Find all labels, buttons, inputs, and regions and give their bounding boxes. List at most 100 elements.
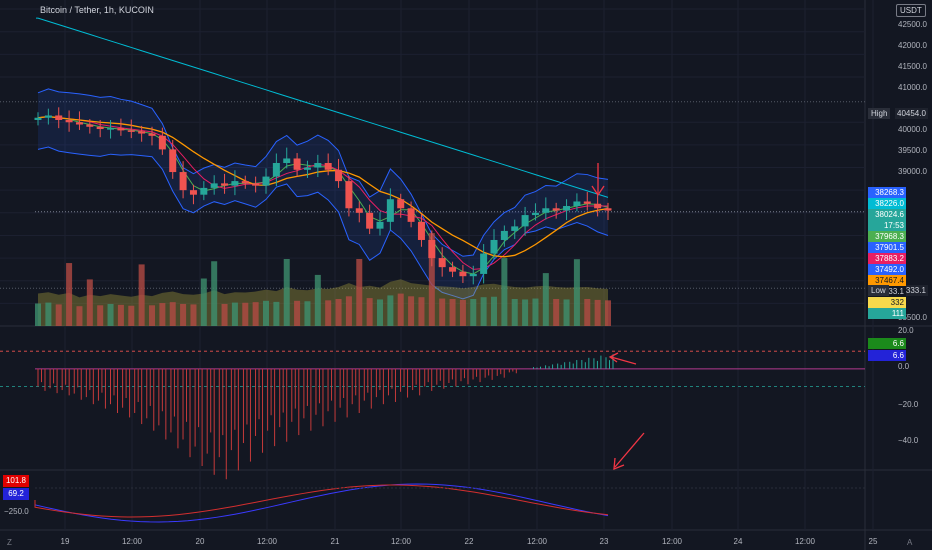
volume-bar: [231, 302, 238, 326]
volume-bar: [294, 300, 301, 326]
time-label: 25: [869, 537, 878, 546]
oscillator-axis-label: −20.0: [898, 400, 919, 409]
volume-bar: [553, 299, 560, 326]
volume-bar: [366, 298, 373, 326]
volume-bar: [563, 299, 570, 326]
candle-body: [563, 206, 571, 211]
third-pane-blue-line: [34, 483, 609, 523]
annotation-arrow-1-head: [591, 185, 605, 197]
volume-bar: [200, 278, 207, 326]
price-tag: 37901.5: [868, 242, 906, 253]
time-label: 19: [61, 537, 70, 546]
price-tag: 38226.0: [868, 198, 906, 209]
candle-body: [55, 115, 63, 120]
price-tag: 37968.3: [868, 231, 906, 242]
candle-body: [117, 128, 125, 131]
time-label: 12:00: [257, 537, 278, 546]
time-label: 22: [465, 537, 474, 546]
volume-bar: [573, 259, 580, 326]
candle-body: [189, 190, 197, 195]
oscillator-tag-bottom: 6.6: [868, 350, 906, 361]
volume-bar: [325, 300, 332, 326]
price-tag: 37467.4: [868, 275, 906, 286]
volume-bar: [138, 264, 145, 326]
volume-bar: [273, 301, 280, 326]
time-label: 12:00: [122, 537, 143, 546]
volume-bar: [180, 303, 187, 326]
volume-bar: [252, 302, 259, 326]
candle-body: [500, 230, 508, 240]
volume-bar: [169, 302, 176, 326]
candle-body: [407, 208, 415, 222]
volume-bar: [211, 261, 218, 326]
time-label: 12:00: [391, 537, 412, 546]
zoom-icon[interactable]: Z: [7, 538, 12, 547]
currency-button[interactable]: USDT: [896, 4, 926, 17]
candle-body: [44, 115, 52, 118]
volume-bar: [159, 303, 166, 326]
auto-scale-icon[interactable]: A: [907, 538, 913, 547]
volume-bar: [97, 305, 104, 326]
price-axis-label: 42500.0: [898, 20, 927, 29]
candle-body: [376, 221, 384, 229]
candle-body: [583, 201, 591, 204]
time-label: 20: [196, 537, 205, 546]
price-tag: 111: [868, 308, 906, 319]
volume-bar: [418, 297, 425, 326]
candle-body: [542, 208, 550, 213]
oscillator-axis-label: 0.0: [898, 362, 910, 371]
bollinger-lower-line: [37, 146, 609, 300]
volume-bar: [584, 299, 591, 326]
candle-body: [511, 226, 519, 231]
volume-bar: [428, 233, 435, 326]
candle-body: [138, 131, 146, 134]
candle-body: [127, 130, 135, 132]
candle-body: [262, 176, 270, 186]
candle-body: [86, 124, 94, 127]
candle-body: [417, 221, 425, 240]
candle-body: [179, 172, 187, 191]
candle-body: [480, 253, 488, 274]
volume-bar: [542, 273, 549, 326]
time-label: 23: [600, 537, 609, 546]
volume-bar: [35, 303, 41, 326]
price-axis-label: 41500.0: [898, 62, 927, 71]
volume-bar: [522, 299, 529, 326]
volume-bar: [439, 298, 446, 326]
low-value: 36333.1: [895, 285, 928, 296]
oscillator-tag-top: 6.6: [868, 338, 906, 349]
candle-body: [200, 187, 208, 195]
candle-body: [573, 201, 581, 207]
candle-body: [272, 163, 280, 177]
price-axis-label: 35500.0: [898, 313, 927, 322]
oscillator-axis-label: 20.0: [898, 326, 914, 335]
volume-bar: [532, 298, 539, 326]
volume-bar: [66, 263, 73, 326]
candle-body: [210, 183, 218, 188]
volume-bar: [501, 258, 508, 326]
high-value: 40454.0: [895, 108, 928, 119]
candle-body: [521, 215, 529, 227]
volume-bar: [511, 299, 518, 326]
volume-bar: [459, 299, 466, 326]
volume-bar: [480, 297, 487, 326]
volume-bar: [449, 299, 456, 326]
bollinger-upper-line: [37, 88, 609, 257]
high-label: High: [868, 108, 891, 119]
volume-bar: [335, 299, 342, 326]
candle-body: [459, 271, 467, 277]
volume-bar: [76, 306, 83, 326]
price-tag: 37492.0: [868, 264, 906, 275]
candle-body: [65, 119, 73, 123]
volume-bar: [387, 295, 394, 326]
candle-body: [303, 167, 311, 170]
candle-body: [169, 149, 177, 173]
volume-bar: [242, 302, 249, 326]
time-label: 12:00: [795, 537, 816, 546]
volume-bar: [594, 299, 601, 326]
candle-body: [355, 208, 363, 213]
volume-bar: [314, 274, 321, 326]
price-axis-label: 39000.0: [898, 167, 927, 176]
